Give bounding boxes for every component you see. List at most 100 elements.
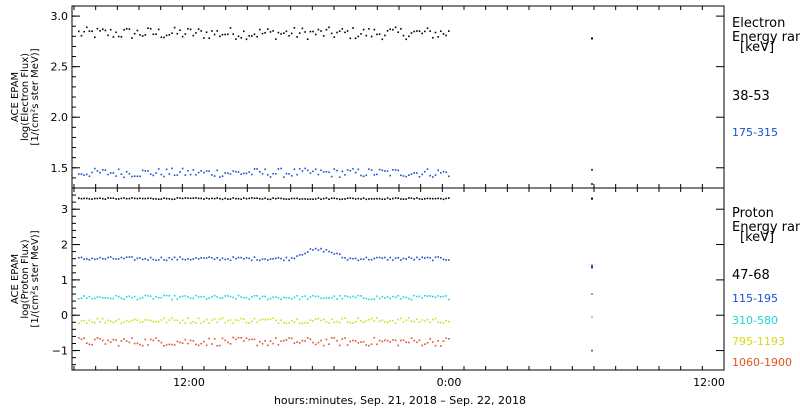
electron-point <box>445 34 447 37</box>
electron-point <box>91 171 93 174</box>
proton-point <box>136 319 139 322</box>
proton-legend-title-1: Proton <box>732 206 774 221</box>
electron-point <box>290 175 293 177</box>
proton-point <box>405 258 407 260</box>
electron-point <box>96 27 99 30</box>
electron-point <box>176 174 179 176</box>
proton-point <box>139 321 141 324</box>
proton-point <box>232 197 234 199</box>
proton-point <box>117 258 120 260</box>
proton-point <box>179 341 181 344</box>
proton-point <box>394 197 397 199</box>
proton-point <box>224 197 226 200</box>
proton-point <box>104 297 107 299</box>
electron-point <box>341 28 344 30</box>
proton-point <box>386 259 389 261</box>
proton-point <box>293 321 296 323</box>
proton-point <box>157 340 160 342</box>
proton-point <box>426 295 429 297</box>
proton-point <box>107 197 109 199</box>
electron-point <box>426 168 429 170</box>
proton-point <box>88 198 91 200</box>
proton-point <box>306 337 309 339</box>
proton-point <box>352 322 354 324</box>
electron-point <box>386 30 389 32</box>
proton-point <box>368 198 370 200</box>
proton-point <box>203 340 205 343</box>
proton-point <box>317 295 320 298</box>
electron-point <box>341 170 344 173</box>
proton-point <box>267 318 269 321</box>
electron-point <box>432 37 434 39</box>
proton-point <box>195 343 197 346</box>
proton-point <box>259 297 261 300</box>
electron-point <box>155 172 157 174</box>
proton-point <box>306 298 309 300</box>
proton-point <box>301 322 304 325</box>
proton-point <box>328 343 330 345</box>
proton-point <box>400 317 402 320</box>
proton-point <box>253 295 256 297</box>
electron-y-tick-label: 3.0 <box>51 10 69 23</box>
proton-point <box>232 322 234 324</box>
proton-point <box>187 342 189 345</box>
proton-ylabel-line-3: [1/(cm²s ster MeV)] <box>30 230 41 327</box>
proton-point <box>232 336 234 339</box>
proton-point <box>179 197 181 199</box>
proton-point <box>235 257 237 260</box>
electron-point <box>181 35 184 38</box>
electron-point <box>434 174 437 176</box>
proton-point <box>448 259 450 261</box>
proton-point <box>277 343 280 346</box>
electron-y-tick-label: 2.0 <box>51 111 69 124</box>
proton-point <box>219 344 221 347</box>
proton-point <box>94 338 96 341</box>
proton-point <box>173 344 176 346</box>
electron-point <box>120 173 123 175</box>
electron-legend-title-2: Energy ran <box>732 30 800 45</box>
proton-point <box>157 320 160 323</box>
electron-point <box>160 173 163 176</box>
electron-point <box>394 26 397 29</box>
proton-point <box>349 296 352 299</box>
proton-point <box>184 338 187 341</box>
proton-point <box>448 320 450 323</box>
proton-point <box>296 295 298 297</box>
electron-legend-title-3: [keV] <box>740 40 774 55</box>
proton-point <box>381 198 384 200</box>
proton-point <box>235 197 237 200</box>
electron-point <box>349 169 352 172</box>
proton-point <box>229 319 232 321</box>
proton-point <box>155 321 157 323</box>
proton-point <box>208 198 210 200</box>
electron-point <box>240 173 242 175</box>
proton-point <box>445 337 447 339</box>
electron-point <box>232 170 234 172</box>
proton-point <box>392 339 394 341</box>
proton-point <box>133 259 136 261</box>
proton-point <box>261 258 264 260</box>
proton-point <box>370 317 373 320</box>
proton-point <box>91 198 93 200</box>
proton-point <box>88 319 91 322</box>
electron-point <box>312 170 314 173</box>
proton-point <box>330 297 333 299</box>
proton-point <box>189 322 192 324</box>
proton-point <box>445 320 447 322</box>
proton-point <box>128 197 131 200</box>
electron-point <box>112 36 115 38</box>
electron-point <box>141 35 144 37</box>
electron-point <box>251 35 253 37</box>
proton-point <box>312 294 314 297</box>
proton-point <box>394 296 397 298</box>
electron-point <box>424 170 426 173</box>
electron-point <box>147 27 149 29</box>
electron-point <box>290 32 293 35</box>
proton-point <box>352 295 354 298</box>
proton-point <box>280 340 282 342</box>
electron-point <box>149 173 152 175</box>
electron-point <box>208 170 210 172</box>
proton-point <box>200 342 202 345</box>
proton-point <box>86 197 88 200</box>
proton-point <box>115 258 117 260</box>
